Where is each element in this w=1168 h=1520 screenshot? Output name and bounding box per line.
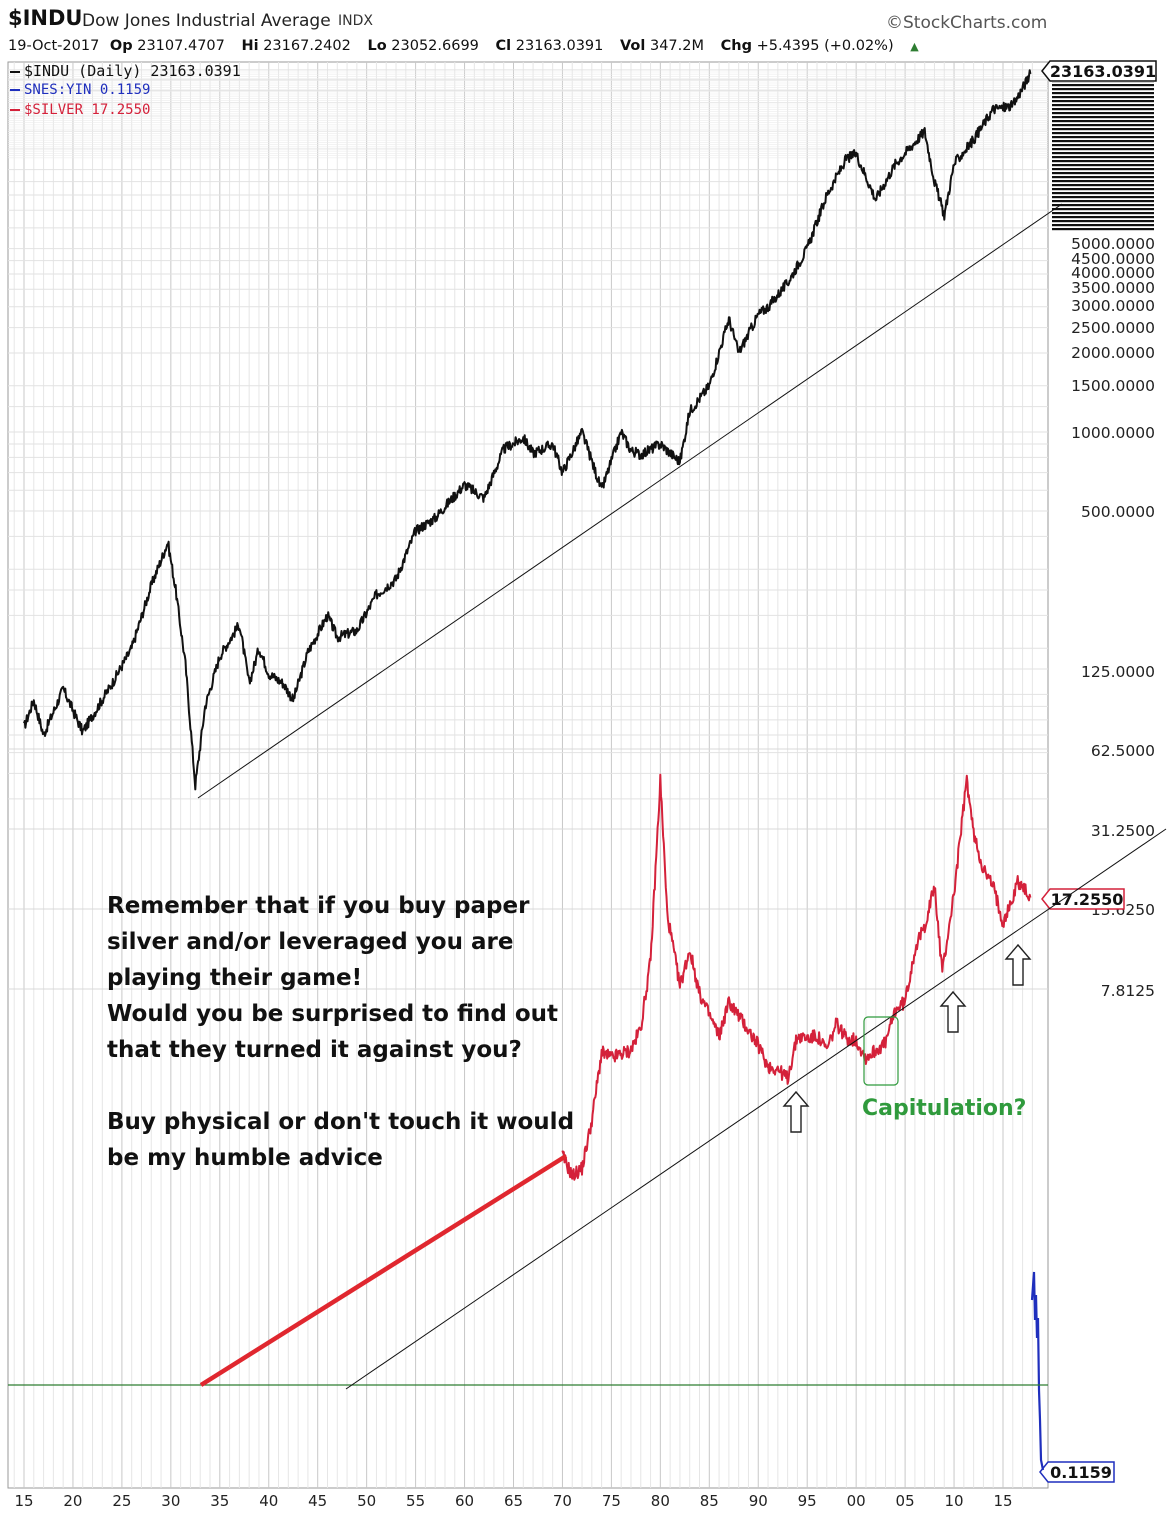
x-tick-label: 15 [993, 1492, 1012, 1510]
x-tick-label: 35 [210, 1492, 229, 1510]
trendline-silver [345, 828, 1167, 1390]
y-tick-label: 4500.0000 [1071, 250, 1155, 268]
note-line: silver and/or leveraged you are [107, 929, 514, 955]
note-line: Remember that if you buy paper [107, 893, 530, 919]
stats-bar: 19-Oct-2017 Op 23107.4707 Hi 23167.2402 … [8, 38, 925, 54]
plot-lines [23, 69, 1045, 1471]
x-tick-label: 85 [700, 1492, 719, 1510]
x-tick-label: 15 [14, 1492, 33, 1510]
x-tick-label: 80 [651, 1492, 670, 1510]
x-tick-label: 55 [406, 1492, 425, 1510]
y-tick-label: 31.2500 [1091, 822, 1155, 840]
stat-close: Cl 23163.0391 [495, 38, 604, 54]
note-line: Would you be surprised to find out [107, 1001, 559, 1027]
y-tick-label: 3500.0000 [1071, 279, 1155, 297]
last-value-tag-indu: 23163.0391 [1041, 60, 1157, 82]
y-tick-label: 2000.0000 [1071, 344, 1155, 362]
stat-change: Chg +5.4395 (+0.02%) [720, 38, 894, 54]
x-tick-label: 30 [161, 1492, 180, 1510]
note-line: Buy physical or don't touch it would [107, 1109, 575, 1135]
grid [7, 61, 1049, 1489]
stats-date: 19-Oct-2017 [8, 38, 100, 54]
up-arrow-icon [1004, 943, 1032, 986]
x-axis: 15 20 25 30 35 40 45 50 55 60 65 70 75 80 85 90 95 00 05 10… [14, 1492, 1012, 1510]
y-tick-label: 125.0000 [1081, 663, 1155, 681]
x-tick-label: 65 [504, 1492, 523, 1510]
stockcharts-brand[interactable]: ©StockCharts.com [886, 13, 1048, 33]
up-arrow-icon [782, 1090, 810, 1133]
y-tick-label: 1500.0000 [1071, 377, 1155, 395]
x-tick-label: 95 [798, 1492, 817, 1510]
value-tag-text: 23163.0391 [1050, 62, 1156, 81]
value-tag-text: 17.2550 [1051, 890, 1124, 909]
y-tick-label: 4000.0000 [1071, 264, 1155, 282]
series-line-yin [1030, 1271, 1045, 1471]
y-tick-label: 7.8125 [1101, 982, 1155, 1000]
plot-frame [7, 61, 1049, 1489]
x-tick-label: 60 [455, 1492, 474, 1510]
trendline-indu [197, 203, 1063, 799]
annotation-shapes [8, 203, 1167, 1390]
series-line-indu [23, 69, 1032, 791]
series-line-silver [561, 773, 1032, 1181]
up-arrow-icon [939, 990, 967, 1033]
x-tick-label: 50 [357, 1492, 376, 1510]
x-tick-label: 10 [945, 1492, 964, 1510]
x-tick-label: 05 [896, 1492, 915, 1510]
y-tick-label: 500.0000 [1081, 503, 1155, 521]
stat-open: Op 23107.4707 [109, 38, 225, 54]
chart-symbol: $INDU [8, 6, 83, 30]
trendline-red [199, 1154, 568, 1387]
note-line: be my humble advice [107, 1145, 383, 1171]
value-tag-box [1041, 888, 1125, 910]
x-tick-label: 20 [63, 1492, 82, 1510]
y-tick-label: 1000.0000 [1071, 424, 1155, 442]
y-tick-label: 5000.0000 [1071, 235, 1155, 253]
stat-high: Hi 23167.2402 [241, 38, 351, 54]
chart-exchange: INDX [338, 13, 373, 29]
x-tick-label: 70 [553, 1492, 572, 1510]
capitulation-label: Capitulation? [862, 1096, 1027, 1121]
stat-low: Lo 23052.6699 [367, 38, 479, 54]
note-line: that they turned it against you? [107, 1037, 522, 1063]
x-tick-label: 25 [112, 1492, 131, 1510]
chart-security-name: Dow Jones Industrial Average [82, 11, 331, 31]
capitulation-box [863, 1016, 899, 1086]
x-tick-label: 40 [259, 1492, 278, 1510]
stat-volume: Vol 347.2M [620, 38, 705, 54]
legend-item-yin: SNES:YIN 0.1159 [10, 82, 150, 98]
y-tick-label: 2500.0000 [1071, 319, 1155, 337]
last-value-tag-silver: 17.2550 [1041, 888, 1125, 910]
y-tick-label: 62.5000 [1091, 742, 1155, 760]
y-axis: 5000.00004500.00004000.00003500.00003000… [1039, 60, 1157, 1483]
value-tag-box [1039, 1461, 1115, 1483]
x-tick-label: 75 [602, 1492, 621, 1510]
up-triangle-icon: ▲ [910, 40, 919, 53]
y-tick-label: 3000.0000 [1071, 297, 1155, 315]
last-value-tag-yin: 0.1159 [1039, 1461, 1115, 1483]
note-line: playing their game! [107, 965, 363, 991]
value-tag-text: 0.1159 [1050, 1463, 1112, 1482]
crowded-label-block [1052, 82, 1154, 232]
x-tick-label: 00 [847, 1492, 866, 1510]
value-tag-box [1041, 60, 1157, 82]
legend-item-silver: $SILVER 17.2550 [10, 102, 150, 118]
x-tick-label: 90 [749, 1492, 768, 1510]
legend-item-indu: $INDU (Daily) 23163.0391 [10, 62, 241, 80]
x-tick-label: 45 [308, 1492, 327, 1510]
